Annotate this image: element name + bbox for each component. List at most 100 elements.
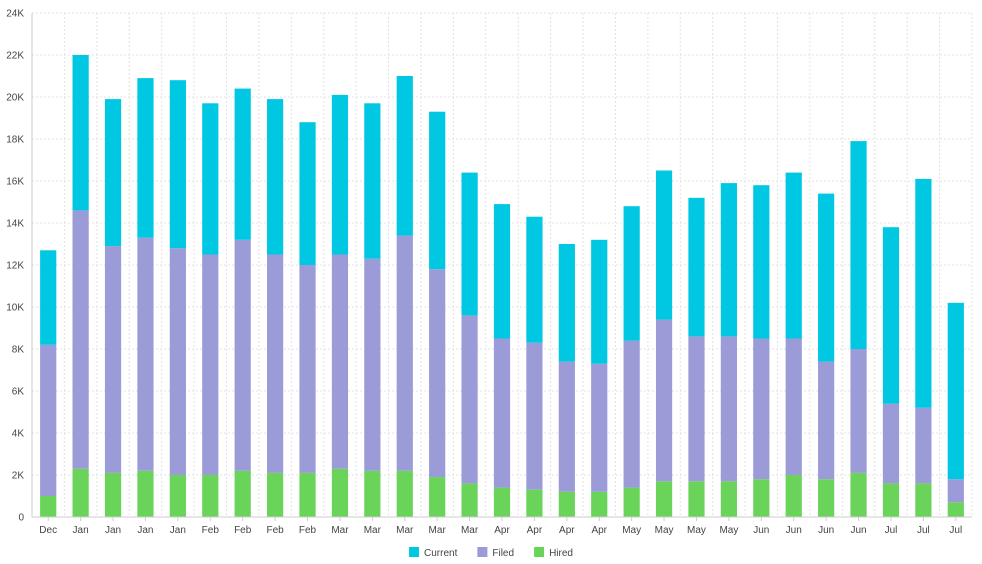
bar-hired-26[interactable]: [882, 483, 900, 517]
bar-filed-27[interactable]: [915, 407, 932, 484]
bar-current-15[interactable]: [526, 216, 543, 343]
bar-hired-8[interactable]: [299, 472, 316, 517]
x-tick-label: Mar: [364, 525, 382, 536]
legend-swatch: [409, 547, 420, 557]
x-tick-label: Feb: [266, 525, 284, 536]
bar-hired-2[interactable]: [104, 472, 122, 517]
bar-current-10[interactable]: [364, 103, 381, 259]
bar-hired-4[interactable]: [169, 475, 186, 517]
bar-filed-20[interactable]: [688, 336, 705, 482]
bar-hired-19[interactable]: [655, 481, 673, 517]
gridlines: [31, 12, 973, 517]
bar-current-6[interactable]: [234, 88, 251, 240]
bar-filed-26[interactable]: [882, 403, 900, 484]
bar-hired-12[interactable]: [429, 477, 446, 517]
bar-hired-14[interactable]: [493, 487, 511, 517]
bar-filed-28[interactable]: [947, 479, 964, 503]
bar-filed-17[interactable]: [591, 363, 608, 492]
bar-hired-24[interactable]: [818, 479, 835, 517]
bar-current-17[interactable]: [591, 239, 608, 364]
bar-hired-0[interactable]: [40, 496, 57, 517]
bar-current-4[interactable]: [169, 80, 186, 249]
bar-filed-12[interactable]: [429, 269, 446, 478]
bar-current-20[interactable]: [688, 197, 705, 337]
bar-current-18[interactable]: [623, 206, 640, 341]
bar-filed-10[interactable]: [364, 258, 381, 471]
bar-current-21[interactable]: [720, 183, 737, 337]
bar-hired-20[interactable]: [688, 481, 705, 517]
x-tick-label: Jun: [850, 525, 866, 536]
bar-hired-9[interactable]: [331, 468, 349, 517]
bar-filed-8[interactable]: [299, 265, 316, 473]
bar-filed-3[interactable]: [137, 237, 154, 471]
bar-filed-11[interactable]: [396, 235, 413, 471]
bar-current-0[interactable]: [40, 250, 57, 345]
bar-hired-22[interactable]: [753, 479, 770, 517]
bar-current-24[interactable]: [818, 193, 835, 362]
bar-current-19[interactable]: [655, 170, 673, 320]
legend-item-hired[interactable]: Hired: [534, 547, 573, 559]
bar-hired-5[interactable]: [202, 475, 219, 517]
bar-hired-17[interactable]: [591, 491, 608, 517]
bar-hired-13[interactable]: [461, 483, 478, 517]
bar-hired-7[interactable]: [267, 472, 284, 517]
bar-hired-23[interactable]: [785, 475, 802, 517]
bar-hired-16[interactable]: [558, 491, 575, 517]
bar-current-16[interactable]: [558, 244, 575, 362]
bar-filed-19[interactable]: [655, 319, 673, 482]
bar-hired-11[interactable]: [396, 470, 413, 517]
bar-current-14[interactable]: [493, 204, 511, 339]
bar-current-12[interactable]: [429, 111, 446, 270]
bar-hired-15[interactable]: [526, 489, 543, 517]
bar-hired-1[interactable]: [72, 468, 89, 517]
bar-filed-1[interactable]: [72, 210, 89, 469]
bar-filed-14[interactable]: [493, 338, 511, 488]
bar-filed-6[interactable]: [234, 239, 251, 471]
bar-filed-23[interactable]: [785, 338, 802, 476]
legend-item-filed[interactable]: Filed: [477, 547, 514, 559]
bar-filed-2[interactable]: [104, 246, 122, 473]
legend-item-current[interactable]: Current: [409, 547, 458, 559]
bar-current-13[interactable]: [461, 172, 478, 316]
bar-filed-21[interactable]: [720, 336, 737, 482]
y-tick-label: 10K: [6, 303, 24, 314]
bar-filed-24[interactable]: [818, 361, 835, 480]
bar-filed-22[interactable]: [753, 338, 770, 480]
bar-hired-28[interactable]: [947, 502, 964, 517]
bar-filed-25[interactable]: [850, 349, 867, 473]
bar-current-26[interactable]: [882, 227, 900, 404]
bar-hired-10[interactable]: [364, 470, 381, 517]
bar-current-23[interactable]: [785, 172, 802, 339]
bar-current-25[interactable]: [850, 141, 867, 349]
x-tick-label: Jan: [170, 525, 186, 536]
bar-filed-0[interactable]: [40, 344, 57, 496]
bar-current-3[interactable]: [137, 78, 154, 238]
bar-current-28[interactable]: [947, 302, 964, 480]
bar-filed-15[interactable]: [526, 342, 543, 490]
bar-current-27[interactable]: [915, 178, 932, 408]
bar-filed-13[interactable]: [461, 315, 478, 484]
bar-current-5[interactable]: [202, 103, 219, 255]
bar-current-8[interactable]: [299, 122, 316, 265]
bar-filed-9[interactable]: [331, 254, 349, 469]
bar-hired-3[interactable]: [137, 470, 154, 517]
bar-hired-25[interactable]: [850, 472, 867, 517]
y-tick-label: 12K: [6, 261, 24, 272]
bar-hired-18[interactable]: [623, 487, 640, 517]
bar-current-22[interactable]: [753, 185, 770, 339]
bar-current-11[interactable]: [396, 76, 413, 236]
bar-current-7[interactable]: [267, 99, 284, 255]
bar-filed-4[interactable]: [169, 248, 186, 475]
legend-swatch: [534, 547, 545, 557]
bar-hired-21[interactable]: [720, 481, 737, 517]
bar-current-1[interactable]: [72, 55, 89, 211]
bar-current-2[interactable]: [104, 99, 122, 247]
bar-filed-18[interactable]: [623, 340, 640, 488]
bar-current-9[interactable]: [331, 94, 349, 255]
bar-filed-16[interactable]: [558, 361, 575, 492]
bar-filed-5[interactable]: [202, 254, 219, 476]
legend-swatch: [477, 547, 488, 557]
bar-hired-27[interactable]: [915, 483, 932, 517]
bar-filed-7[interactable]: [267, 254, 284, 473]
bar-hired-6[interactable]: [234, 470, 251, 517]
